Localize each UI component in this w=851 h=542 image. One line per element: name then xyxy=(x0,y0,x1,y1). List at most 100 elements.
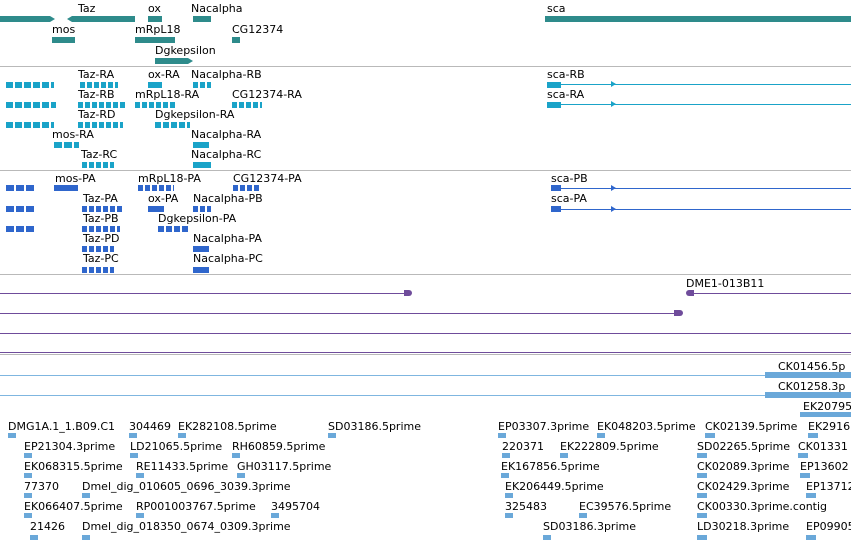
est-feature[interactable] xyxy=(30,535,38,540)
protein-feature[interactable] xyxy=(551,206,561,212)
protein-feature[interactable] xyxy=(6,226,36,232)
transcript-feature[interactable] xyxy=(54,142,79,148)
est-feature[interactable] xyxy=(237,473,245,478)
transcript-feature[interactable] xyxy=(155,122,190,128)
est-feature[interactable] xyxy=(232,453,240,458)
est-label: CK02139.5prime xyxy=(705,420,798,433)
protein-label: Nacalpha-PC xyxy=(193,252,263,265)
est-feature[interactable] xyxy=(328,433,336,438)
est-feature[interactable] xyxy=(697,453,707,458)
transcript-feature[interactable] xyxy=(82,162,114,168)
protein-feature[interactable] xyxy=(6,185,36,191)
transcript-feature[interactable] xyxy=(193,162,211,168)
est-feature[interactable] xyxy=(501,473,509,478)
clone-end[interactable] xyxy=(404,290,412,296)
est-feature[interactable] xyxy=(579,513,587,518)
est-feature[interactable] xyxy=(806,535,816,540)
clone-line[interactable] xyxy=(0,313,674,314)
protein-feature[interactable] xyxy=(82,267,114,273)
clone-end[interactable] xyxy=(674,310,683,316)
est-label: EK206449.5prime xyxy=(505,480,604,493)
est-feature[interactable] xyxy=(798,453,808,458)
gene-bar-mos[interactable] xyxy=(52,37,75,43)
clone-line[interactable] xyxy=(694,293,851,294)
protein-feature[interactable] xyxy=(54,185,78,191)
protein-feature[interactable] xyxy=(551,185,561,191)
protein-feature[interactable] xyxy=(193,267,209,273)
est-feature[interactable] xyxy=(697,493,707,498)
est-feature[interactable] xyxy=(24,513,32,518)
est-feature[interactable] xyxy=(697,473,707,478)
protein-feature[interactable] xyxy=(158,226,190,232)
gene-bar-cg12374[interactable] xyxy=(232,37,240,43)
gene-bar-nacalpha[interactable] xyxy=(193,16,211,22)
gene-bar-sca[interactable] xyxy=(545,16,851,22)
transcript-feature[interactable] xyxy=(193,142,209,148)
gene-bar-taz[interactable] xyxy=(72,16,135,22)
est-feature[interactable] xyxy=(806,493,816,498)
protein-feature[interactable] xyxy=(6,206,36,212)
est-feature[interactable] xyxy=(765,392,851,398)
est-feature[interactable] xyxy=(505,493,513,498)
clone-end[interactable] xyxy=(686,290,694,296)
protein-track: mos-PA mRpL18-PA CG12374-PA sca-PB Taz-P… xyxy=(0,171,851,273)
est-feature[interactable] xyxy=(136,513,144,518)
protein-feature[interactable] xyxy=(82,246,114,252)
est-feature[interactable] xyxy=(271,513,279,518)
est-feature[interactable] xyxy=(765,372,851,378)
est-feature[interactable] xyxy=(178,433,186,438)
est-line[interactable] xyxy=(0,375,765,376)
protein-feature[interactable] xyxy=(148,206,164,212)
est-feature[interactable] xyxy=(24,493,32,498)
est-feature[interactable] xyxy=(505,513,513,518)
est-line[interactable] xyxy=(0,395,765,396)
gene-bar-dgkepsilon[interactable] xyxy=(155,58,188,64)
protein-feature[interactable] xyxy=(233,185,261,191)
clone-line[interactable] xyxy=(0,352,851,353)
est-feature[interactable] xyxy=(24,473,32,478)
est-feature[interactable] xyxy=(800,473,810,478)
transcript-feature[interactable] xyxy=(78,122,123,128)
transcript-feature[interactable] xyxy=(80,82,118,88)
protein-feature[interactable] xyxy=(82,226,120,232)
est-feature[interactable] xyxy=(597,433,605,438)
est-feature[interactable] xyxy=(82,493,90,498)
est-feature[interactable] xyxy=(498,433,506,438)
est-feature[interactable] xyxy=(800,412,851,417)
est-feature[interactable] xyxy=(502,453,510,458)
protein-feature[interactable] xyxy=(138,185,174,191)
transcript-feature[interactable] xyxy=(6,122,54,128)
est-feature[interactable] xyxy=(697,513,707,518)
protein-feature[interactable] xyxy=(82,206,122,212)
transcript-feature[interactable] xyxy=(547,82,561,88)
transcript-feature[interactable] xyxy=(6,102,56,108)
est-feature[interactable] xyxy=(543,535,551,540)
est-feature[interactable] xyxy=(560,453,568,458)
clone-line[interactable] xyxy=(0,333,851,334)
transcript-feature[interactable] xyxy=(78,102,126,108)
protein-feature[interactable] xyxy=(193,206,211,212)
clone-line[interactable] xyxy=(0,293,404,294)
est-feature[interactable] xyxy=(129,433,137,438)
transcript-feature[interactable] xyxy=(6,82,54,88)
transcript-feature[interactable] xyxy=(232,102,262,108)
transcript-feature[interactable] xyxy=(148,82,162,88)
transcript-feature[interactable] xyxy=(135,102,175,108)
transcript-feature[interactable] xyxy=(547,102,561,108)
est-feature[interactable] xyxy=(24,453,32,458)
est-feature[interactable] xyxy=(808,433,818,438)
gene-bar-mrpl18[interactable] xyxy=(135,37,175,43)
est-feature[interactable] xyxy=(82,535,90,540)
transcript-label: mRpL18-RA xyxy=(135,88,200,101)
est-label: 21426 xyxy=(30,520,65,533)
est-feature[interactable] xyxy=(697,535,707,540)
transcript-label: mos-RA xyxy=(52,128,94,141)
est-feature[interactable] xyxy=(136,473,144,478)
est-feature[interactable] xyxy=(130,453,138,458)
protein-feature[interactable] xyxy=(193,246,209,252)
gene-bar[interactable] xyxy=(0,16,50,22)
est-feature[interactable] xyxy=(8,433,16,438)
est-feature[interactable] xyxy=(705,433,715,438)
gene-bar-ox[interactable] xyxy=(148,16,162,22)
transcript-feature[interactable] xyxy=(193,82,211,88)
